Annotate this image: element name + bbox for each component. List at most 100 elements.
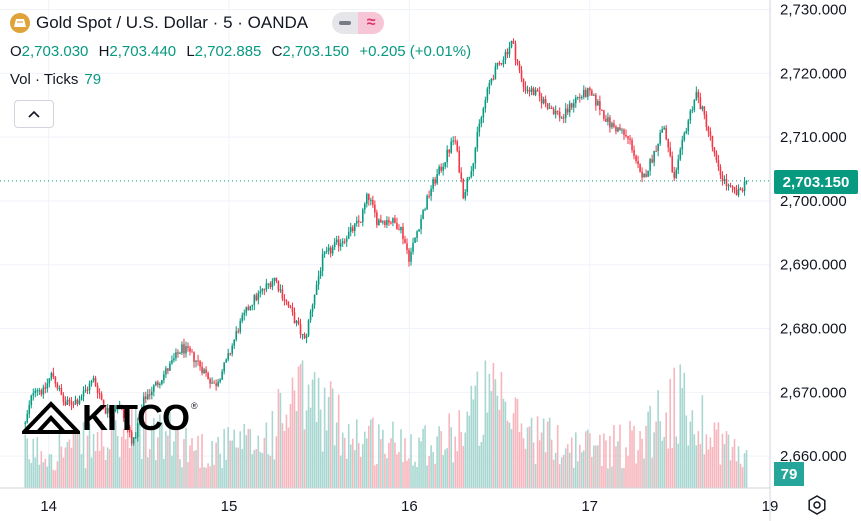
candle-body [548, 107, 551, 109]
volume-value: 79 [84, 71, 102, 88]
symbol-title[interactable]: Gold Spot / U.S. Dollar · 5 · OANDA [36, 13, 309, 32]
volume-bar [136, 436, 139, 488]
candle-body [359, 221, 362, 223]
volume-bar [167, 435, 169, 488]
volume-label: Vol · Ticks [10, 71, 79, 88]
volume-bar [343, 437, 346, 488]
candle-body [106, 408, 109, 414]
volume-bar [165, 431, 167, 488]
candle-body [82, 391, 85, 397]
x-axis[interactable]: 14 15 16 17 19 [40, 498, 778, 515]
volume-bar [647, 411, 649, 488]
flag-wave-icon[interactable]: ≈ [358, 12, 385, 34]
candle-body [255, 295, 258, 301]
volume-bar [64, 447, 67, 488]
flag-minus-icon[interactable] [332, 12, 359, 34]
volume-bar [470, 385, 473, 488]
volume-bar [38, 464, 41, 488]
volume-bar [490, 391, 493, 488]
volume-bar [108, 449, 111, 488]
candle-body [603, 110, 605, 119]
volume-bar [442, 455, 444, 488]
volume-bar [94, 451, 97, 488]
candle-body [673, 172, 676, 179]
candle-body [392, 218, 394, 223]
candle-body [221, 371, 223, 380]
volume-bar [605, 440, 607, 488]
volume-bar [701, 395, 704, 488]
candle-body [540, 96, 543, 104]
candle-body [335, 239, 338, 243]
y-tick-label: 2,680.000 [780, 321, 847, 338]
volume-bar [120, 436, 123, 488]
x-tick-label: 19 [762, 498, 779, 515]
candle-body [368, 193, 370, 201]
volume-bar [597, 445, 599, 488]
candle-body [191, 351, 193, 353]
candle-body [639, 164, 641, 172]
candle-body [366, 193, 368, 204]
volume-bar [295, 410, 298, 488]
volume-bar [102, 446, 105, 488]
volume-bar [452, 462, 455, 488]
volume-bar [311, 379, 314, 488]
candle-body [597, 101, 599, 106]
candle-body [587, 88, 589, 97]
candle-body [136, 423, 139, 438]
candle-body [693, 99, 696, 110]
volume-bar [645, 425, 647, 488]
candle-body [245, 307, 248, 313]
volume-bar [30, 462, 33, 488]
candle-body [516, 60, 519, 64]
candle-body [237, 331, 240, 333]
volume-bar [58, 434, 61, 488]
candle-body [504, 52, 507, 60]
candle-body [426, 195, 428, 210]
candle-body [711, 135, 714, 148]
candle-body [641, 171, 643, 178]
collapse-legend-button[interactable] [14, 100, 54, 128]
candle-body [627, 136, 629, 139]
candle-body [518, 63, 521, 71]
candle-body [197, 360, 199, 362]
volume-bar [685, 415, 688, 488]
volume-bar [275, 436, 278, 488]
volume-bar [641, 438, 643, 488]
volume-bar [665, 412, 667, 488]
volume-bar [538, 440, 541, 488]
candle-body [492, 79, 495, 81]
volume-bar [138, 417, 141, 488]
candle-body [709, 131, 712, 136]
volume-bar [583, 450, 585, 488]
volume-bar [62, 457, 65, 488]
volume-bar [432, 451, 434, 488]
volume-bar [28, 459, 31, 488]
volume-bar [347, 424, 350, 488]
y-axis[interactable]: 2,730.000 2,720.000 2,710.000 2,700.000 2,69… [780, 2, 847, 466]
candle-body [472, 163, 475, 172]
volume-bar [147, 457, 149, 488]
candle-body [370, 199, 372, 201]
settings-icon[interactable] [806, 494, 828, 516]
candle-body [179, 353, 181, 355]
candle-body [649, 159, 651, 171]
candle-body [309, 311, 312, 321]
candle-body [737, 188, 740, 196]
volume-bar [122, 428, 125, 488]
volume-bar [285, 414, 288, 488]
candle-body [120, 404, 123, 410]
volume-bar [458, 410, 461, 488]
candle-body [374, 204, 376, 213]
volume-bar [345, 458, 348, 488]
low-label: L [186, 43, 195, 60]
volume-bar [444, 449, 446, 488]
kitco-brand: KITCO [82, 397, 190, 438]
volume-bar [506, 420, 509, 488]
candle-body [410, 251, 412, 262]
volume-bar [201, 433, 203, 488]
volume-bar [576, 461, 579, 488]
candle-body [56, 383, 59, 389]
volume-bar [325, 430, 328, 488]
candle-body [498, 63, 501, 65]
